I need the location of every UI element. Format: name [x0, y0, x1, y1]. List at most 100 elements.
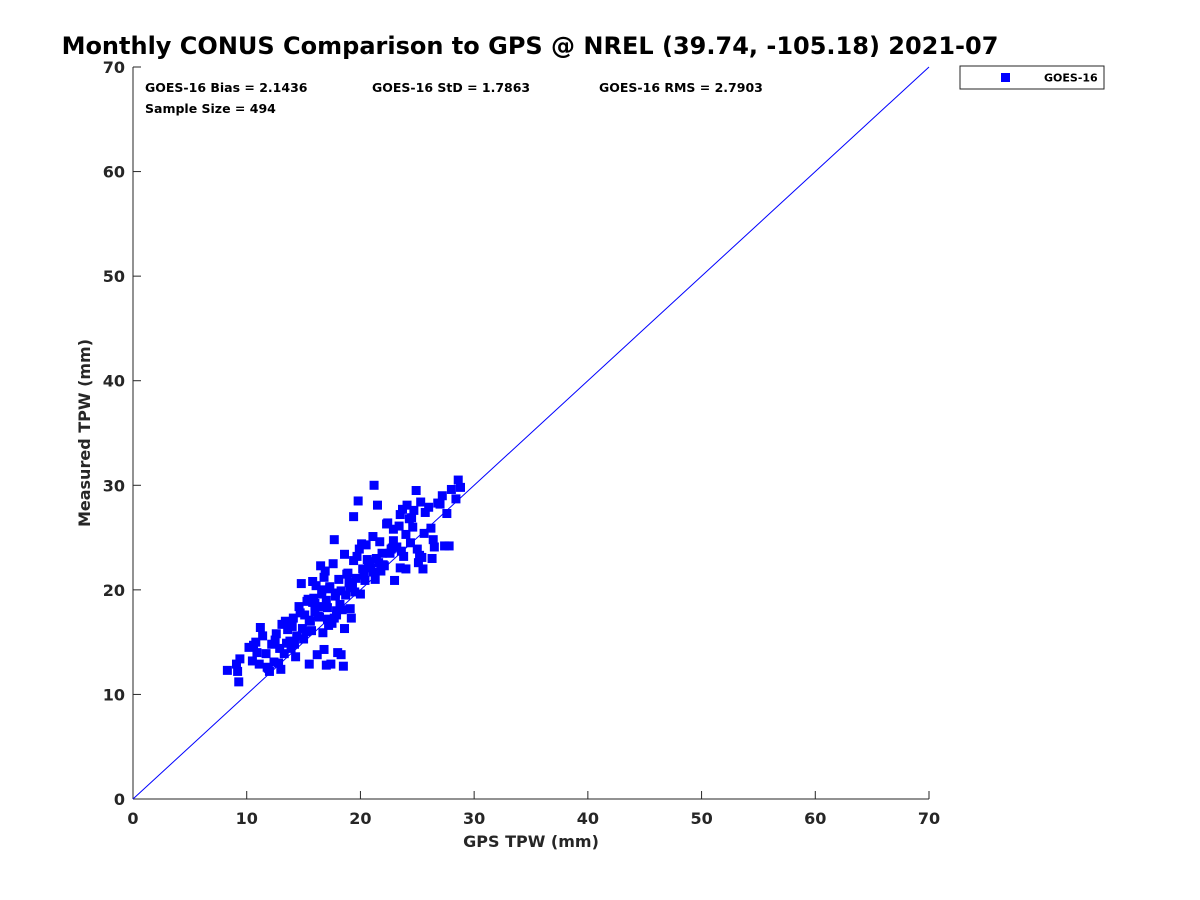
data-point: [372, 500, 382, 510]
data-point: [329, 535, 339, 545]
data-point: [370, 574, 380, 584]
data-point: [427, 553, 437, 563]
data-point: [234, 677, 244, 687]
stat-std: GOES-16 StD = 1.7863: [372, 80, 530, 95]
data-point: [233, 666, 243, 676]
data-point: [392, 542, 402, 552]
data-point: [292, 631, 302, 641]
data-point: [394, 521, 404, 531]
data-point: [312, 650, 322, 660]
data-point: [310, 607, 320, 617]
x-tick-label: 0: [127, 809, 138, 828]
data-point: [355, 589, 365, 599]
data-points: [222, 475, 465, 687]
y-tick-label: 50: [103, 267, 125, 286]
data-point: [235, 654, 245, 664]
data-point: [451, 494, 461, 504]
data-point: [343, 568, 353, 578]
one-to-one-reference-line: [132, 66, 930, 800]
data-point: [321, 595, 331, 605]
chart-title: Monthly CONUS Comparison to GPS @ NREL (…: [62, 32, 999, 60]
data-point: [296, 579, 306, 589]
data-point: [399, 551, 409, 561]
x-ticks: 0 10 20 30 40 50 60 70: [127, 791, 940, 828]
data-point: [376, 566, 386, 576]
y-tick-label: 70: [103, 58, 125, 77]
data-point: [308, 576, 318, 586]
data-point: [288, 613, 298, 623]
data-point: [395, 563, 405, 573]
data-point: [254, 659, 264, 669]
data-point: [325, 582, 335, 592]
data-point: [396, 546, 406, 556]
data-point: [287, 621, 297, 631]
y-tick-label: 40: [103, 372, 125, 391]
data-point: [279, 649, 289, 659]
data-point: [282, 638, 292, 648]
data-point: [295, 608, 305, 618]
y-tick-label: 30: [103, 476, 125, 495]
x-tick-label: 10: [236, 809, 258, 828]
data-point: [388, 524, 398, 534]
data-point: [440, 541, 450, 551]
data-point: [413, 558, 423, 568]
data-point: [383, 518, 393, 528]
data-point: [330, 588, 340, 598]
data-point: [271, 629, 281, 639]
data-point: [377, 548, 387, 558]
data-point: [304, 615, 314, 625]
data-point: [337, 605, 347, 615]
data-point: [424, 502, 434, 512]
data-point: [261, 649, 271, 659]
data-point: [352, 551, 362, 561]
data-point: [280, 616, 290, 626]
data-point: [405, 538, 415, 548]
data-point: [379, 561, 389, 571]
data-point: [350, 587, 360, 597]
data-point: [359, 570, 369, 580]
data-point: [375, 537, 385, 547]
data-point: [353, 496, 363, 506]
data-point: [291, 652, 301, 662]
data-point: [387, 543, 397, 553]
data-point: [351, 573, 361, 583]
data-point: [368, 532, 378, 542]
data-point: [349, 512, 359, 522]
legend-label-goes-16: GOES-16: [1044, 72, 1098, 85]
data-point: [329, 613, 339, 623]
data-point: [346, 613, 356, 623]
data-point: [334, 574, 344, 584]
data-point: [390, 575, 400, 585]
data-point: [408, 522, 418, 532]
data-point: [322, 614, 332, 624]
data-point: [231, 659, 241, 669]
data-point: [435, 499, 445, 509]
data-point: [318, 628, 328, 638]
data-point: [294, 602, 304, 612]
data-point: [446, 484, 456, 494]
data-point: [319, 572, 329, 582]
data-point: [300, 610, 310, 620]
data-point: [286, 643, 296, 653]
data-point: [455, 482, 465, 492]
data-point: [335, 599, 345, 609]
data-point: [374, 558, 384, 568]
data-point: [437, 491, 447, 501]
data-point: [327, 618, 337, 628]
data-point: [336, 586, 346, 596]
data-point: [338, 661, 348, 671]
data-point: [444, 541, 454, 551]
data-point: [388, 536, 398, 546]
data-point: [258, 631, 268, 641]
y-tick-label: 0: [114, 790, 125, 809]
data-point: [345, 604, 355, 614]
y-ticks: 0 10 20 30 40 50 60 70: [103, 58, 141, 809]
legend: GOES-16: [959, 65, 1105, 90]
data-point: [369, 480, 379, 490]
data-point: [317, 585, 327, 595]
data-point: [417, 552, 427, 562]
data-point: [442, 509, 452, 519]
data-point: [420, 507, 430, 517]
data-point: [309, 593, 319, 603]
